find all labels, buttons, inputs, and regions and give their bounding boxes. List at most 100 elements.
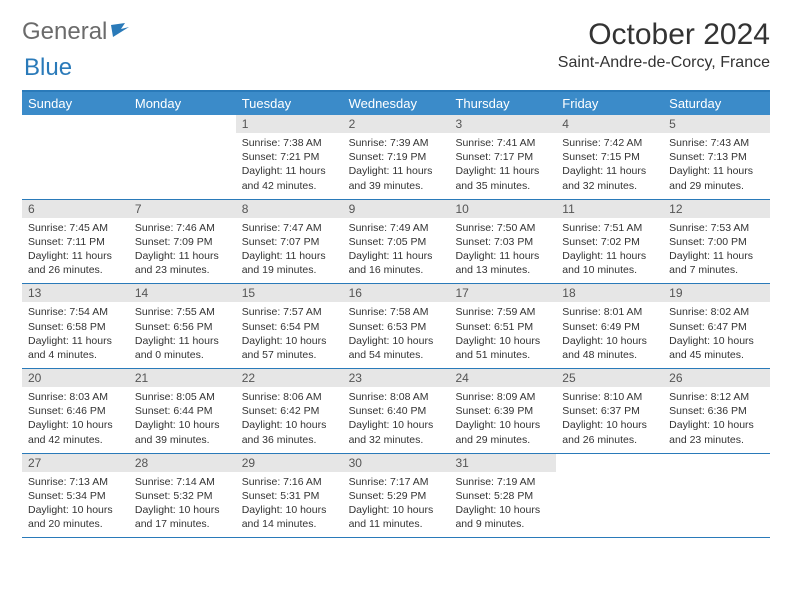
daylight-line: Daylight: 10 hours and 29 minutes. xyxy=(455,418,550,446)
day-header: Wednesday xyxy=(343,92,450,115)
day-number: 17 xyxy=(449,284,556,302)
daylight-line: Daylight: 10 hours and 14 minutes. xyxy=(242,503,337,531)
cell-body: Sunrise: 8:10 AMSunset: 6:37 PMDaylight:… xyxy=(556,387,663,453)
cell-body: Sunrise: 8:12 AMSunset: 6:36 PMDaylight:… xyxy=(663,387,770,453)
cell-body: Sunrise: 7:46 AMSunset: 7:09 PMDaylight:… xyxy=(129,218,236,284)
daylight-line: Daylight: 10 hours and 42 minutes. xyxy=(28,418,123,446)
cell-body: Sunrise: 7:14 AMSunset: 5:32 PMDaylight:… xyxy=(129,472,236,538)
day-header: Monday xyxy=(129,92,236,115)
cell-body: Sunrise: 7:49 AMSunset: 7:05 PMDaylight:… xyxy=(343,218,450,284)
day-number: 11 xyxy=(556,200,663,218)
daylight-line: Daylight: 10 hours and 17 minutes. xyxy=(135,503,230,531)
cell-body: Sunrise: 8:02 AMSunset: 6:47 PMDaylight:… xyxy=(663,302,770,368)
sunrise-line: Sunrise: 7:46 AM xyxy=(135,221,230,235)
day-header: Friday xyxy=(556,92,663,115)
daylight-line: Daylight: 11 hours and 16 minutes. xyxy=(349,249,444,277)
cell-body: Sunrise: 8:05 AMSunset: 6:44 PMDaylight:… xyxy=(129,387,236,453)
sunset-line: Sunset: 6:54 PM xyxy=(242,320,337,334)
calendar-cell: 12Sunrise: 7:53 AMSunset: 7:00 PMDayligh… xyxy=(663,200,770,284)
sunset-line: Sunset: 5:32 PM xyxy=(135,489,230,503)
calendar-cell xyxy=(663,454,770,538)
day-number: 1 xyxy=(236,115,343,133)
daylight-line: Daylight: 10 hours and 9 minutes. xyxy=(455,503,550,531)
calendar-cell: 13Sunrise: 7:54 AMSunset: 6:58 PMDayligh… xyxy=(22,284,129,368)
sunrise-line: Sunrise: 7:50 AM xyxy=(455,221,550,235)
calendar-cell: 6Sunrise: 7:45 AMSunset: 7:11 PMDaylight… xyxy=(22,200,129,284)
cell-body: Sunrise: 7:17 AMSunset: 5:29 PMDaylight:… xyxy=(343,472,450,538)
calendar-cell: 15Sunrise: 7:57 AMSunset: 6:54 PMDayligh… xyxy=(236,284,343,368)
sunset-line: Sunset: 7:00 PM xyxy=(669,235,764,249)
sunrise-line: Sunrise: 7:47 AM xyxy=(242,221,337,235)
daylight-line: Daylight: 10 hours and 32 minutes. xyxy=(349,418,444,446)
day-header: Sunday xyxy=(22,92,129,115)
calendar-cell: 19Sunrise: 8:02 AMSunset: 6:47 PMDayligh… xyxy=(663,284,770,368)
cell-body: Sunrise: 7:51 AMSunset: 7:02 PMDaylight:… xyxy=(556,218,663,284)
week-row: 20Sunrise: 8:03 AMSunset: 6:46 PMDayligh… xyxy=(22,369,770,454)
sunrise-line: Sunrise: 7:43 AM xyxy=(669,136,764,150)
sunset-line: Sunset: 7:21 PM xyxy=(242,150,337,164)
sunset-line: Sunset: 6:44 PM xyxy=(135,404,230,418)
day-number: 28 xyxy=(129,454,236,472)
cell-body: Sunrise: 7:13 AMSunset: 5:34 PMDaylight:… xyxy=(22,472,129,538)
daylight-line: Daylight: 11 hours and 35 minutes. xyxy=(455,164,550,192)
sunset-line: Sunset: 7:15 PM xyxy=(562,150,657,164)
sunset-line: Sunset: 6:53 PM xyxy=(349,320,444,334)
cell-body: Sunrise: 8:03 AMSunset: 6:46 PMDaylight:… xyxy=(22,387,129,453)
sunrise-line: Sunrise: 8:12 AM xyxy=(669,390,764,404)
sunset-line: Sunset: 6:51 PM xyxy=(455,320,550,334)
calendar-cell: 25Sunrise: 8:10 AMSunset: 6:37 PMDayligh… xyxy=(556,369,663,453)
day-number: 9 xyxy=(343,200,450,218)
week-row: 1 Sunrise: 7:38 AMSunset: 7:21 PM Daylight… xyxy=(22,115,770,200)
calendar-cell xyxy=(22,115,129,199)
sunrise-line: Sunrise: 7:45 AM xyxy=(28,221,123,235)
daylight-line: Daylight: 10 hours and 20 minutes. xyxy=(28,503,123,531)
day-number: 2 xyxy=(343,115,450,133)
daylight-line: Daylight: 11 hours and 39 minutes. xyxy=(349,164,444,192)
cell-body: Sunrise: 7:39 AMSunset: 7:19 PMDaylight:… xyxy=(343,133,450,199)
calendar-cell xyxy=(556,454,663,538)
calendar-cell: 18Sunrise: 8:01 AMSunset: 6:49 PMDayligh… xyxy=(556,284,663,368)
calendar-cell: 22Sunrise: 8:06 AMSunset: 6:42 PMDayligh… xyxy=(236,369,343,453)
logo: General xyxy=(22,18,131,46)
calendar-cell: 16Sunrise: 7:58 AMSunset: 6:53 PMDayligh… xyxy=(343,284,450,368)
sunset-line: Sunset: 7:02 PM xyxy=(562,235,657,249)
daylight-line: Daylight: 10 hours and 36 minutes. xyxy=(242,418,337,446)
calendar-cell: 10Sunrise: 7:50 AMSunset: 7:03 PMDayligh… xyxy=(449,200,556,284)
sunset-line: Sunset: 7:11 PM xyxy=(28,235,123,249)
sunrise-line: Sunrise: 7:49 AM xyxy=(349,221,444,235)
sunrise-line: Sunrise: 7:55 AM xyxy=(135,305,230,319)
calendar-cell xyxy=(129,115,236,199)
daylight-line: Daylight: 10 hours and 11 minutes. xyxy=(349,503,444,531)
sunrise-line: Sunrise: 8:01 AM xyxy=(562,305,657,319)
daylight-line: Daylight: 11 hours and 29 minutes. xyxy=(669,164,764,192)
sunset-line: Sunset: 7:13 PM xyxy=(669,150,764,164)
day-number: 29 xyxy=(236,454,343,472)
sunset-line: Sunset: 7:05 PM xyxy=(349,235,444,249)
day-header-row: SundayMondayTuesdayWednesdayThursdayFrid… xyxy=(22,92,770,115)
daylight-line: Daylight: 10 hours and 45 minutes. xyxy=(669,334,764,362)
week-row: 6Sunrise: 7:45 AMSunset: 7:11 PMDaylight… xyxy=(22,200,770,285)
sunset-line: Sunset: 6:37 PM xyxy=(562,404,657,418)
cell-body: Sunrise: 7:42 AMSunset: 7:15 PMDaylight:… xyxy=(556,133,663,199)
day-header: Saturday xyxy=(663,92,770,115)
sunset-line: Sunset: 7:09 PM xyxy=(135,235,230,249)
sunset-line: Sunset: 7:17 PM xyxy=(455,150,550,164)
sunset-line: Sunset: 6:36 PM xyxy=(669,404,764,418)
sunrise-line: Sunrise: 7:38 AM xyxy=(242,136,337,150)
sunrise-line: Sunrise: 7:19 AM xyxy=(455,475,550,489)
sunset-line: Sunset: 5:28 PM xyxy=(455,489,550,503)
daylight-line: Daylight: 10 hours and 26 minutes. xyxy=(562,418,657,446)
cell-body: Sunrise: 7:43 AMSunset: 7:13 PMDaylight:… xyxy=(663,133,770,199)
sunset-line: Sunset: 7:19 PM xyxy=(349,150,444,164)
calendar-cell: 24Sunrise: 8:09 AMSunset: 6:39 PMDayligh… xyxy=(449,369,556,453)
day-number: 7 xyxy=(129,200,236,218)
sunset-line: Sunset: 6:49 PM xyxy=(562,320,657,334)
cell-body: Sunrise: 7:41 AMSunset: 7:17 PMDaylight:… xyxy=(449,133,556,199)
title-block: October 2024 Saint-Andre-de-Corcy, Franc… xyxy=(558,18,770,72)
logo-word1: General xyxy=(22,18,107,46)
day-number: 4 xyxy=(556,115,663,133)
calendar-cell: 26Sunrise: 8:12 AMSunset: 6:36 PMDayligh… xyxy=(663,369,770,453)
sunset-line: Sunset: 5:34 PM xyxy=(28,489,123,503)
cell-body: Sunrise: 7:45 AMSunset: 7:11 PMDaylight:… xyxy=(22,218,129,284)
sunrise-line: Sunrise: 7:14 AM xyxy=(135,475,230,489)
